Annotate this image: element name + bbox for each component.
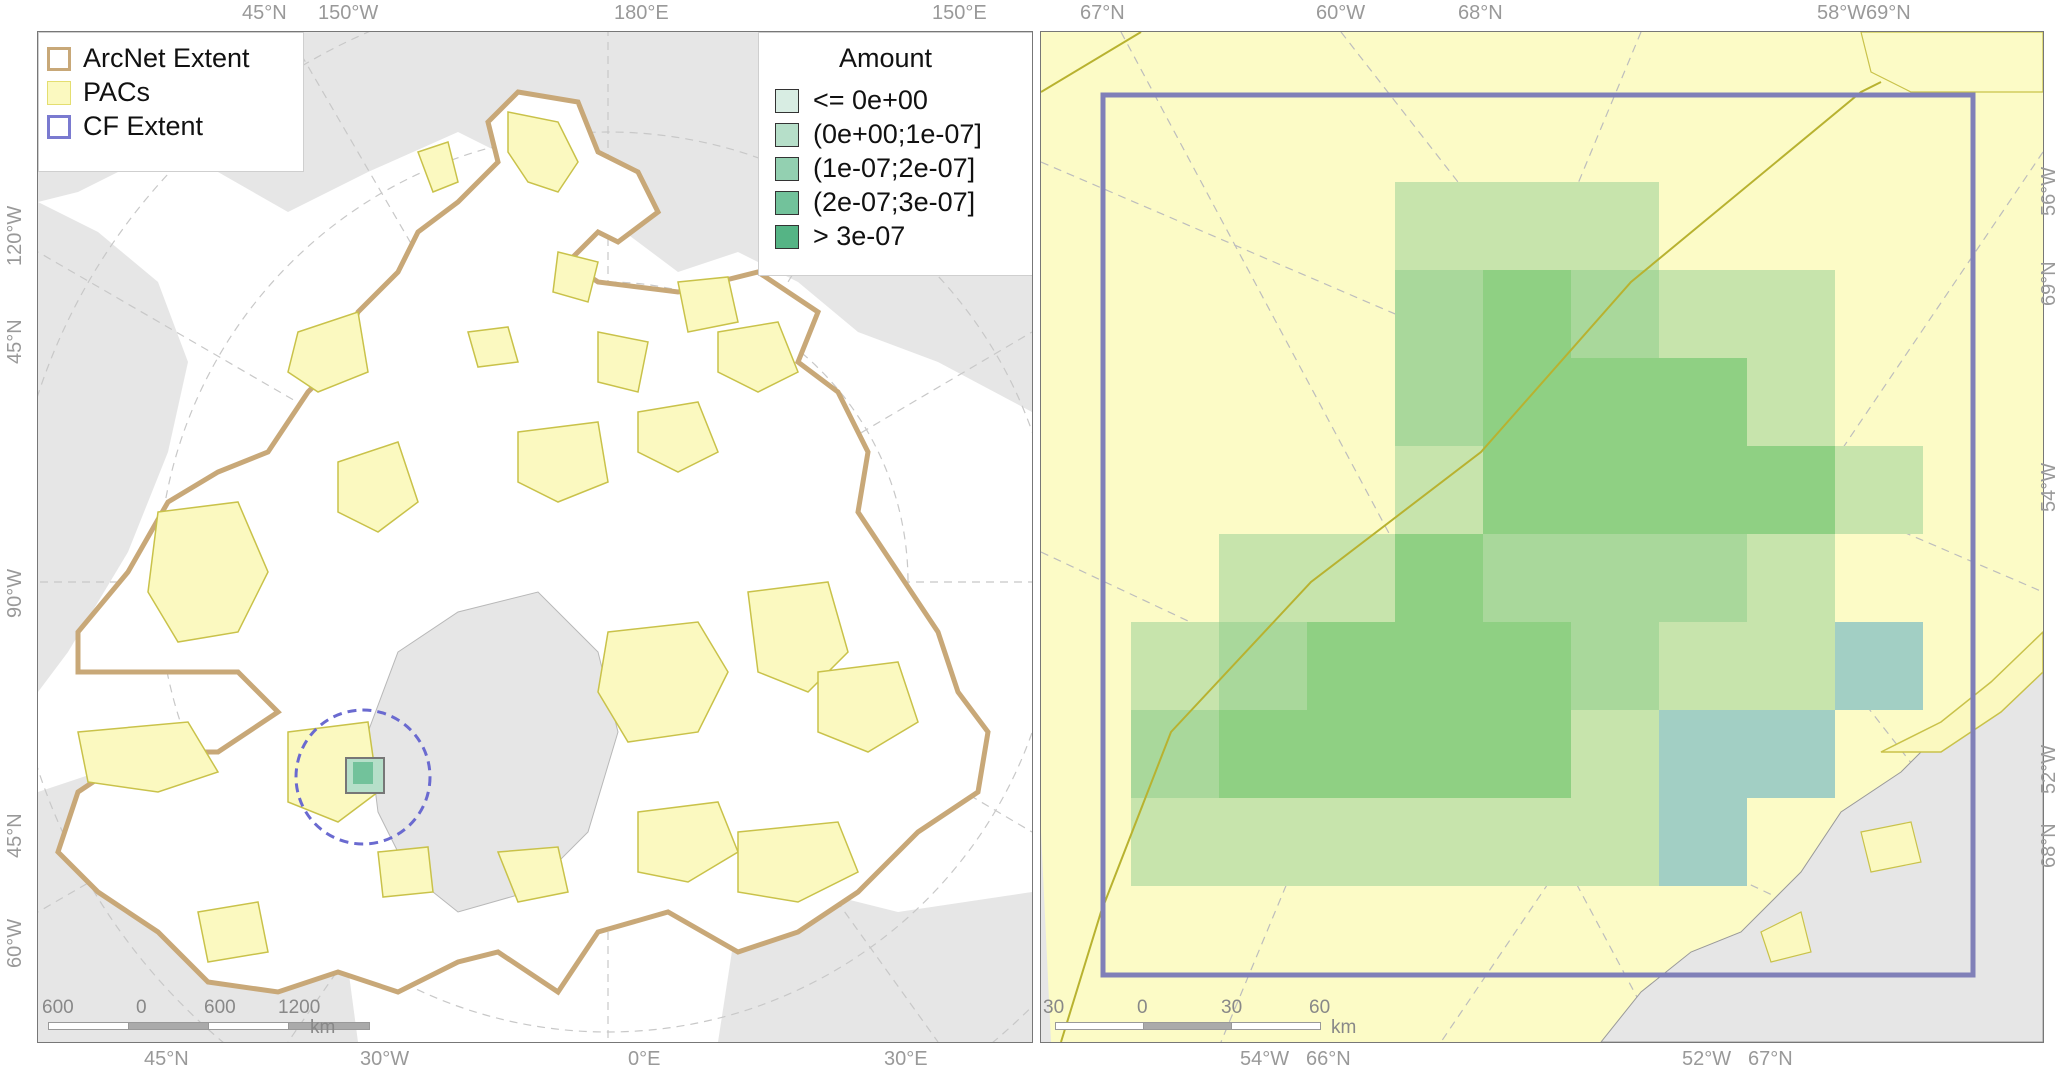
amount-label-3: (2e-07;3e-07] (813, 187, 976, 217)
right-top-label-4: 69°N (1866, 2, 1911, 24)
layer-legend: ArcNet Extent PACs CF Extent (38, 32, 304, 172)
arcnet-extent-swatch (47, 47, 71, 71)
legend-label-cf-extent: CF Extent (83, 111, 204, 141)
cf-hotspot (353, 762, 373, 784)
right-scale-tick-0: 30 (1043, 997, 1065, 1018)
cf-extent-rect (1100, 92, 1976, 978)
left-map-panel: ArcNet Extent PACs CF Extent Amount <= 0… (37, 31, 1033, 1043)
right-side-label-3: 52°W (2038, 744, 2060, 794)
right-top-label-0: 67°N (1080, 2, 1125, 24)
left-scale-bar (48, 1022, 370, 1032)
pac-areas (77, 111, 919, 963)
right-top-label-2: 68°N (1458, 2, 1503, 24)
right-scale-bar (1055, 1022, 1321, 1032)
right-side-label-1: 69°N (2038, 261, 2060, 306)
right-map-panel: 30 0 30 60 km (1040, 31, 2044, 1043)
legend-label-pacs: PACs (83, 77, 151, 107)
amount-grid (1131, 182, 1923, 886)
left-bottom-label-3: 30°E (884, 1048, 928, 1070)
cf-detail-map (1041, 32, 2043, 1042)
left-side-label-4: 60°W (4, 918, 26, 968)
coastal-fjords (1880, 630, 2043, 753)
left-side-label-1: 45°N (4, 319, 26, 364)
amount-label-0: <= 0e+00 (813, 85, 928, 115)
right-scale-tick-3: 60 (1309, 997, 1331, 1018)
left-scale-tick-3: 1200 (278, 997, 321, 1018)
amount-swatch-3 (775, 191, 799, 215)
amount-label-4: > 3e-07 (813, 221, 906, 251)
amount-swatch-1 (775, 123, 799, 147)
inlet-1 (1860, 821, 1922, 873)
left-top-label-3: 150°E (932, 2, 987, 24)
right-bottom-label-3: 67°N (1748, 1048, 1793, 1070)
arctic-overview-map (38, 32, 1032, 1042)
amount-label-2: (1e-07;2e-07] (813, 153, 976, 183)
amount-swatch-2 (775, 157, 799, 181)
land-mass-west (38, 202, 188, 692)
left-top-label-1: 150°W (318, 2, 379, 24)
right-bottom-label-2: 52°W (1682, 1048, 1732, 1070)
right-bottom-label-0: 54°W (1240, 1048, 1290, 1070)
left-top-label-0: 45°N (242, 2, 287, 24)
cf-extent-circle (294, 708, 432, 846)
right-side-label-2: 54°W (2038, 462, 2060, 512)
pacs-swatch (47, 81, 71, 105)
amount-legend-title: Amount (839, 43, 933, 73)
amount-swatch-4 (775, 225, 799, 249)
amount-swatch-0 (775, 89, 799, 113)
left-bottom-label-1: 30°W (360, 1048, 410, 1070)
left-scale-unit: km (310, 1017, 336, 1038)
land-upper-right (1860, 32, 2043, 93)
left-scale-tick-2: 600 (204, 997, 236, 1018)
boundary-line (1041, 32, 1882, 1042)
right-scale-unit: km (1331, 1017, 1357, 1038)
left-side-label-2: 90°W (4, 568, 26, 618)
land-left-edge (1041, 832, 1051, 1042)
left-side-label-0: 120°W (4, 205, 26, 266)
cf-extent-swatch (47, 115, 71, 139)
right-bottom-label-1: 66°N (1306, 1048, 1351, 1070)
right-top-label-3: 58°W (1817, 2, 1867, 24)
inlet-2 (1760, 911, 1812, 963)
amount-legend: Amount <= 0e+00 (0e+00;1e-07] (1e-07;2e-… (758, 32, 1032, 276)
left-bottom-label-0: 45°N (144, 1048, 189, 1070)
right-side-label-4: 68°N (2038, 823, 2060, 868)
left-bottom-label-2: 0°E (628, 1048, 661, 1070)
right-side-label-0: 56°W (2038, 166, 2060, 216)
right-top-label-1: 60°W (1316, 2, 1366, 24)
right-scale-tick-2: 30 (1221, 997, 1243, 1018)
left-top-label-2: 180°E (614, 2, 669, 24)
left-scale-tick-0: 600 (42, 997, 74, 1018)
amount-label-1: (0e+00;1e-07] (813, 119, 982, 149)
left-scale-tick-1: 0 (136, 997, 147, 1018)
left-side-label-3: 45°N (4, 813, 26, 858)
legend-label-arcnet: ArcNet Extent (83, 43, 250, 73)
right-scale-tick-1: 0 (1137, 997, 1148, 1018)
